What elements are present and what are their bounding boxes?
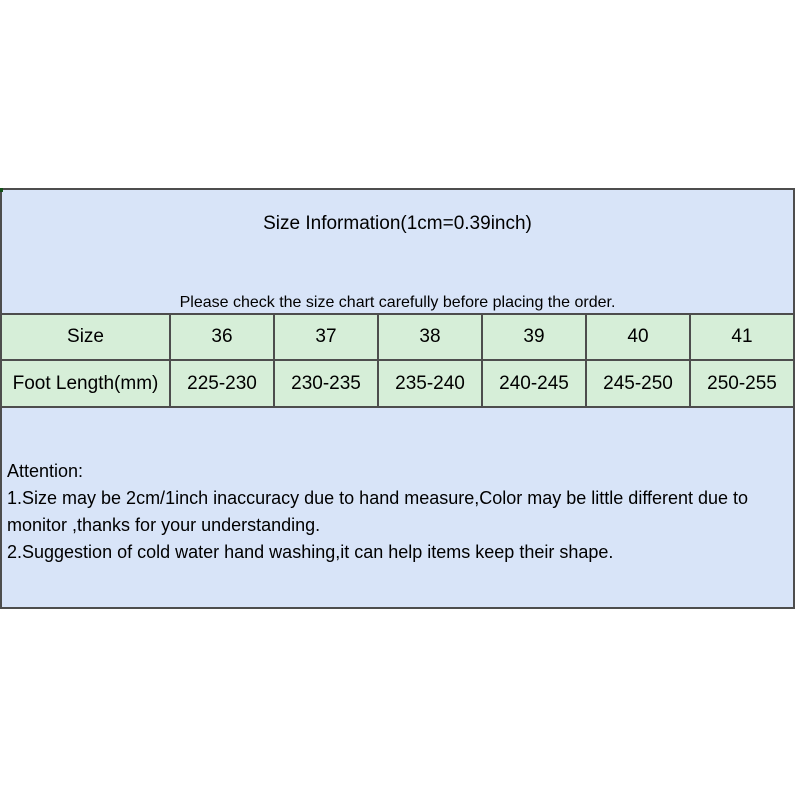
foot-length-value-cell: 225-230 [169, 361, 273, 406]
size-chart-notice: Please check the size chart carefully be… [179, 294, 616, 311]
size-value-cell: 38 [377, 315, 481, 359]
attention-note-1: 1.Size may be 2cm/1inch inaccuracy due t… [7, 488, 749, 535]
corner-pixel-artifact [0, 188, 3, 192]
size-info-panel: Size Information(1cm=0.39inch) Please ch… [0, 188, 795, 609]
size-value-cell: 39 [481, 315, 585, 359]
size-chart-notice-row: Please check the size chart carefully be… [2, 258, 793, 313]
size-row-label-cell: Size [2, 315, 169, 359]
foot-length-value-cell: 235-240 [377, 361, 481, 406]
foot-length-row: Foot Length(mm) 225-230 230-235 235-240 … [2, 359, 793, 406]
attention-section: Attention: 1.Size may be 2cm/1inch inacc… [2, 406, 793, 607]
size-info-title: Size Information(1cm=0.39inch) [263, 213, 532, 234]
foot-length-label-cell: Foot Length(mm) [2, 361, 169, 406]
size-value-cell: 40 [585, 315, 689, 359]
attention-heading: Attention: [7, 461, 84, 481]
foot-length-value-cell: 245-250 [585, 361, 689, 406]
size-value-cell: 36 [169, 315, 273, 359]
foot-length-value-cell: 250-255 [689, 361, 793, 406]
size-table-header-row: Size 36 37 38 39 40 41 [2, 313, 793, 359]
size-info-title-row: Size Information(1cm=0.39inch) [2, 190, 793, 258]
size-value-cell: 41 [689, 315, 793, 359]
size-value-cell: 37 [273, 315, 377, 359]
foot-length-value-cell: 240-245 [481, 361, 585, 406]
attention-note-2: 2.Suggestion of cold water hand washing,… [7, 542, 614, 562]
foot-length-value-cell: 230-235 [273, 361, 377, 406]
